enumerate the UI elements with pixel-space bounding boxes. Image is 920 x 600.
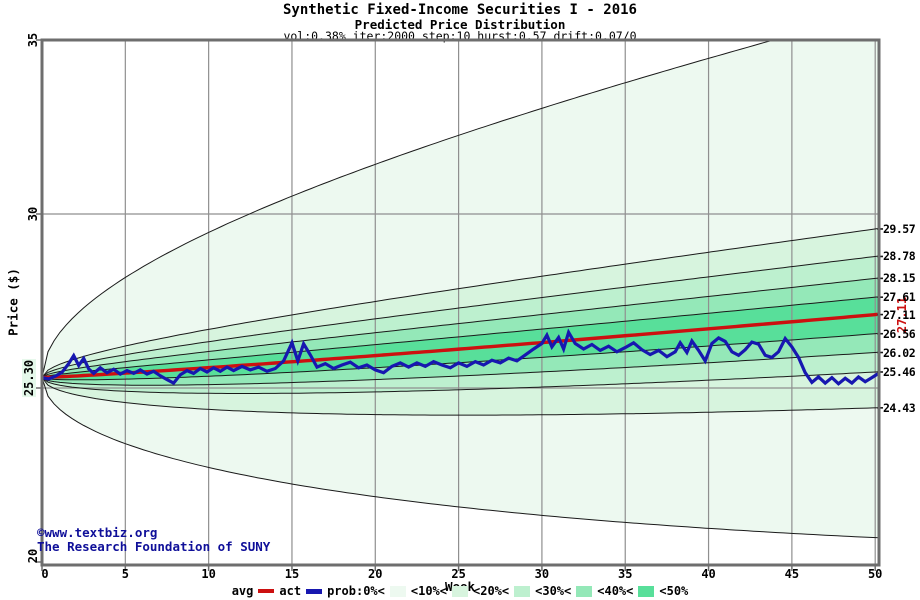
- legend-act-label: act: [279, 584, 302, 598]
- avg-line-swatch: [258, 589, 275, 593]
- band-swatch-40: [576, 585, 593, 597]
- band-swatch-20: [452, 585, 468, 597]
- watermark-url[interactable]: ©www.textbiz.org: [37, 525, 158, 540]
- legend-band-label-30: <30%<: [535, 584, 572, 598]
- legend-prob-label: prob:0%<: [327, 584, 385, 598]
- quantile-label-80: 28.78: [883, 249, 916, 264]
- x-tick: 45: [784, 567, 800, 581]
- y-tick-30: 30: [26, 206, 40, 222]
- watermark-foundation: The Research Foundation of SUNY: [37, 539, 271, 554]
- x-tick: 20: [368, 567, 383, 581]
- chart-subtitle: Predicted Price Distribution: [354, 17, 566, 32]
- x-tick: 30: [534, 567, 550, 581]
- y-tick-35: 35: [26, 32, 40, 48]
- x-tick: 25: [451, 567, 466, 581]
- legend-avg-label: avg: [231, 584, 254, 598]
- quantile-label-50: 27.11: [883, 307, 916, 322]
- x-tick: 5: [121, 567, 129, 581]
- legend-band-label-50: <50%: [659, 584, 689, 598]
- x-tick: 10: [201, 567, 216, 581]
- quantile-label-10: 24.43: [883, 400, 916, 415]
- quantile-label-70: 28.15: [883, 271, 916, 286]
- quantile-label-90: 29.57: [883, 221, 916, 236]
- page-title: Synthetic Fixed-Income Securities I - 20…: [282, 2, 637, 18]
- legend-band-label-40: <40%<: [597, 584, 634, 598]
- band-swatch-50: [638, 585, 655, 597]
- legend: avg act prob:0%< <10%< <20%< <30%< <40%<…: [0, 584, 920, 598]
- start-price-label: 25.30: [22, 358, 36, 397]
- x-tick: 50: [867, 567, 883, 581]
- x-tick: 40: [701, 567, 716, 581]
- band-swatch-30: [514, 585, 531, 597]
- quantile-label-30: 26.02: [883, 345, 916, 360]
- quantile-label-60: 27.61: [883, 290, 916, 305]
- quantile-label-20: 25.46: [883, 364, 916, 379]
- x-tick: 0: [41, 567, 49, 581]
- x-tick: 35: [618, 567, 633, 581]
- act-line-swatch: [306, 588, 323, 594]
- y-axis-label: Price ($): [5, 268, 21, 336]
- x-tick: 15: [284, 567, 300, 581]
- quantile-label-40: 26.56: [883, 326, 916, 341]
- legend-band-label-10: <10%<: [410, 584, 447, 598]
- legend-band-label-20: <20%<: [473, 584, 510, 598]
- band-swatch-10: [389, 585, 406, 597]
